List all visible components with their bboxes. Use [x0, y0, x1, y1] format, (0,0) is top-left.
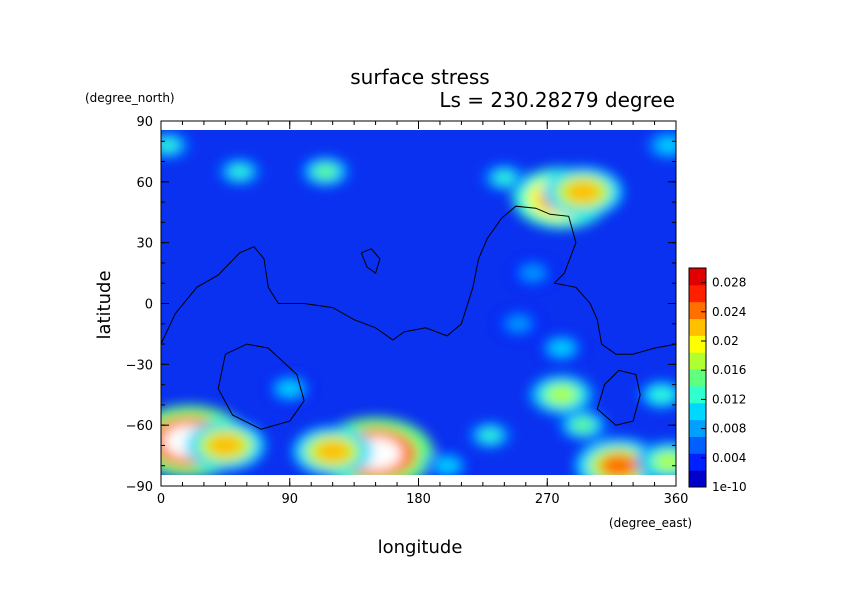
colorbar-segment — [689, 453, 706, 471]
heatmap-hotspot — [546, 385, 577, 404]
heatmap-hotspot — [571, 418, 595, 433]
colorbar-segment — [689, 268, 706, 286]
heatmap-field — [161, 130, 676, 475]
heatmap-hotspot — [551, 341, 572, 355]
heatmap-hotspot — [479, 429, 501, 442]
heatmap-hotspot — [651, 388, 673, 402]
colorbar-tick-label: 0.004 — [712, 451, 746, 465]
heatmap-hotspot — [207, 434, 244, 457]
colorbar-segment — [689, 335, 706, 353]
colorbar-segment — [689, 301, 706, 320]
colorbar-tick-label: 0.008 — [712, 422, 746, 436]
coastline-contour — [161, 205, 676, 355]
colorbar-tick-label: 1e-10 — [712, 480, 747, 494]
colorbar-segment — [689, 284, 706, 303]
coastline-contours — [161, 205, 676, 430]
colorbar-tick-label: 0.016 — [712, 363, 746, 377]
y-tick-label: −60 — [126, 419, 153, 434]
colorbar-frame — [688, 267, 707, 488]
coastline-contour — [596, 369, 641, 426]
x-tick-label: 360 — [664, 492, 689, 507]
x-tick-label: 0 — [157, 492, 165, 507]
heatmap-hotspot — [508, 317, 529, 331]
colorbar-tick-label: 0.02 — [712, 334, 739, 348]
colorbar-segment — [689, 318, 706, 336]
heatmap-hotspot — [565, 180, 601, 204]
colorbar-segment — [689, 369, 706, 387]
heatmap-hotspot — [437, 459, 458, 473]
colorbar-tick-label: 0.024 — [712, 305, 746, 319]
heatmap-hotspot — [229, 165, 250, 178]
coastline-contour — [360, 248, 381, 274]
x-tick-label: 180 — [406, 492, 431, 507]
colorbar-tick-label: 0.012 — [712, 392, 746, 406]
x-units-label: (degree_east) — [609, 516, 692, 530]
y-tick-label: 90 — [136, 115, 153, 130]
heatmap-hotspot — [599, 453, 639, 475]
heatmap-hotspot — [314, 164, 337, 179]
heatmap-hotspot — [658, 139, 676, 152]
colorbar-tick-label: 0.028 — [712, 276, 746, 290]
y-axis-ticks: 90 60 30 0 −30 −60 −90 — [126, 115, 676, 495]
heatmap-hotspots — [161, 131, 676, 475]
chart-subtitle: Ls = 230.28279 degree — [439, 88, 675, 112]
coastline-contour — [217, 343, 305, 430]
y-units-label: (degree_north) — [85, 91, 175, 105]
y-tick-label: −30 — [126, 358, 153, 373]
heatmap-hotspot — [161, 139, 179, 152]
colorbar-segment — [689, 402, 706, 421]
x-axis-ticks: 0 90 180 270 360 — [157, 121, 689, 507]
heatmap-hotspot — [314, 440, 351, 463]
y-tick-label: 30 — [136, 237, 153, 252]
y-tick-label: 0 — [145, 298, 153, 313]
colorbar-segment — [689, 352, 706, 370]
colorbar-segment — [689, 385, 706, 404]
y-axis-label: latitude — [94, 270, 115, 339]
x-tick-label: 90 — [281, 492, 298, 507]
colorbar-segment — [689, 470, 706, 488]
colorbar-segment — [689, 419, 706, 437]
heatmap-hotspot — [654, 452, 676, 471]
heatmap-hotspot — [522, 266, 544, 280]
x-tick-label: 270 — [535, 492, 560, 507]
x-axis-label: longitude — [378, 537, 463, 558]
colorbar-segment — [689, 436, 706, 454]
chart-title: surface stress — [350, 65, 489, 89]
y-tick-label: 60 — [136, 176, 153, 191]
y-tick-label: −90 — [126, 480, 153, 495]
heatmap-hotspot — [494, 171, 515, 185]
colorbar: 1e-10 0.004 0.008 0.012 0.016 0.02 0.024 0.028 — [688, 267, 747, 494]
heatmap-hotspot — [279, 382, 300, 395]
